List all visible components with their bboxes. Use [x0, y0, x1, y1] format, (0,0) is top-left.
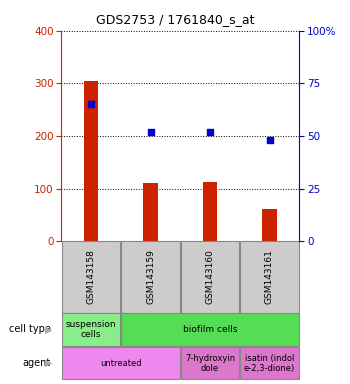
- Text: isatin (indol
e-2,3-dione): isatin (indol e-2,3-dione): [244, 354, 295, 373]
- Text: suspension
cells: suspension cells: [66, 320, 116, 339]
- Bar: [143, 183, 158, 241]
- Point: [267, 137, 272, 143]
- Text: GSM143158: GSM143158: [86, 249, 96, 304]
- Text: untreated: untreated: [100, 359, 141, 368]
- Text: GSM143161: GSM143161: [265, 249, 274, 304]
- Bar: [62, 241, 120, 313]
- Bar: [181, 347, 239, 379]
- Bar: [240, 347, 299, 379]
- Bar: [181, 241, 239, 313]
- Text: ▶: ▶: [45, 324, 52, 334]
- Text: agent: agent: [22, 358, 51, 368]
- Point: [207, 129, 213, 135]
- Bar: [262, 209, 277, 241]
- Text: 7-hydroxyin
dole: 7-hydroxyin dole: [185, 354, 235, 373]
- Point: [148, 129, 153, 135]
- Bar: [62, 313, 120, 346]
- Text: biofilm cells: biofilm cells: [183, 325, 237, 334]
- Text: cell type: cell type: [9, 324, 51, 334]
- Bar: [121, 241, 180, 313]
- Bar: [203, 182, 217, 241]
- Text: GSM143159: GSM143159: [146, 249, 155, 304]
- Bar: [121, 313, 299, 346]
- Bar: [62, 347, 180, 379]
- Text: GDS2753 / 1761840_s_at: GDS2753 / 1761840_s_at: [96, 13, 254, 26]
- Text: ▶: ▶: [45, 358, 52, 368]
- Point: [88, 101, 94, 108]
- Text: GSM143160: GSM143160: [205, 249, 215, 304]
- Bar: [240, 241, 299, 313]
- Bar: [84, 81, 98, 241]
